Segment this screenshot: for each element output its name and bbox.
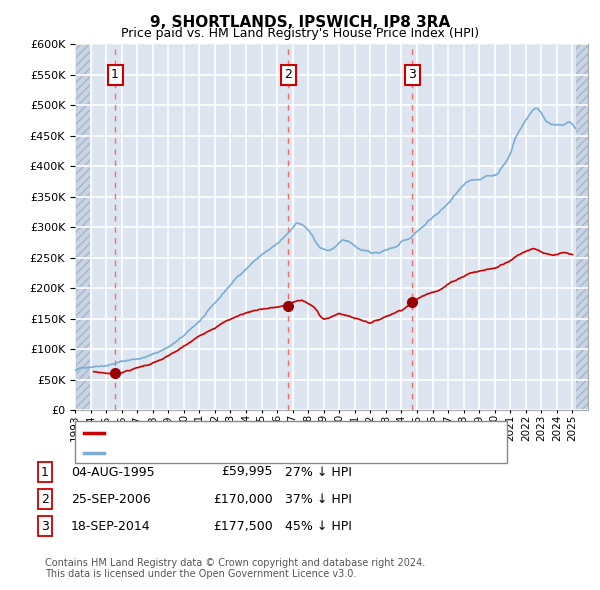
Text: 45% ↓ HPI: 45% ↓ HPI [285, 520, 352, 533]
Text: Price paid vs. HM Land Registry's House Price Index (HPI): Price paid vs. HM Land Registry's House … [121, 27, 479, 40]
Text: 25-SEP-2006: 25-SEP-2006 [71, 493, 151, 506]
Text: £59,995: £59,995 [221, 466, 273, 478]
Text: HPI: Average price, detached house, Babergh: HPI: Average price, detached house, Babe… [108, 448, 367, 457]
Bar [75, 44, 91, 410]
Text: 2: 2 [41, 493, 49, 506]
Text: 9, SHORTLANDS, IPSWICH, IP8 3RA: 9, SHORTLANDS, IPSWICH, IP8 3RA [150, 15, 450, 30]
Text: 37% ↓ HPI: 37% ↓ HPI [285, 493, 352, 506]
Text: 04-AUG-1995: 04-AUG-1995 [71, 466, 154, 478]
Text: 1: 1 [41, 466, 49, 478]
Text: £177,500: £177,500 [213, 520, 273, 533]
Text: 18-SEP-2014: 18-SEP-2014 [71, 520, 151, 533]
Text: 3: 3 [41, 520, 49, 533]
Text: 27% ↓ HPI: 27% ↓ HPI [285, 466, 352, 478]
Text: Contains HM Land Registry data © Crown copyright and database right 2024.
This d: Contains HM Land Registry data © Crown c… [45, 558, 425, 579]
Text: 2: 2 [284, 68, 292, 81]
Text: 1: 1 [111, 68, 119, 81]
Text: 3: 3 [409, 68, 416, 81]
Bar [575, 44, 588, 410]
Text: 9, SHORTLANDS, IPSWICH, IP8 3RA (detached house): 9, SHORTLANDS, IPSWICH, IP8 3RA (detache… [108, 428, 410, 438]
Text: £170,000: £170,000 [213, 493, 273, 506]
